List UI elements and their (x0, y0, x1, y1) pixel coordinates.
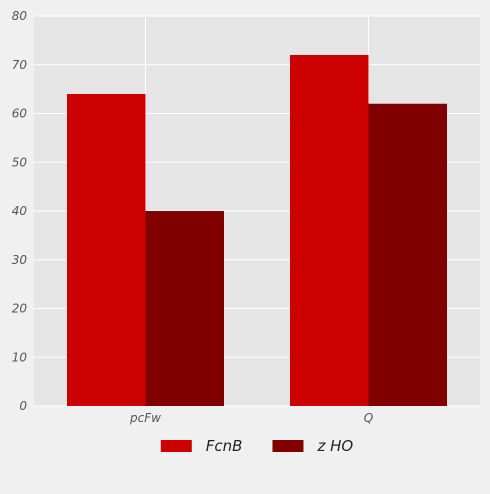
y-tick-label: 0 (19, 399, 27, 413)
bar-Q-z-HO (368, 103, 447, 406)
bar-Q-FcnB (290, 55, 369, 406)
legend: FcnB z HO (160, 437, 353, 455)
y-tick-label: 80 (12, 9, 28, 23)
legend-item-z-HO: z HO (272, 437, 353, 455)
y-tick-label: 20 (12, 302, 28, 316)
y-tick-label: 60 (12, 107, 28, 121)
y-tick-label: 40 (12, 204, 28, 218)
x-tick-label: pcFw (129, 411, 161, 425)
y-tick-label: 10 (12, 350, 28, 364)
legend-label: FcnB (206, 437, 243, 455)
bar-pcFw-z-HO (145, 211, 224, 406)
y-tick-label: 50 (12, 155, 28, 169)
bar-pcFw-FcnB (67, 94, 146, 406)
y-tick-label: 30 (12, 253, 28, 267)
legend-swatch (160, 440, 192, 452)
x-axis-ticks: pcFw Q (129, 411, 373, 425)
legend-label: z HO (316, 437, 353, 455)
legend-swatch (272, 440, 304, 452)
y-tick-label: 70 (12, 58, 28, 72)
bars (67, 55, 447, 406)
legend-item-FcnB: FcnB (160, 437, 243, 455)
x-tick-label: Q (364, 411, 373, 425)
y-axis-ticks: 0 10 20 30 40 50 60 70 80 (12, 9, 28, 413)
